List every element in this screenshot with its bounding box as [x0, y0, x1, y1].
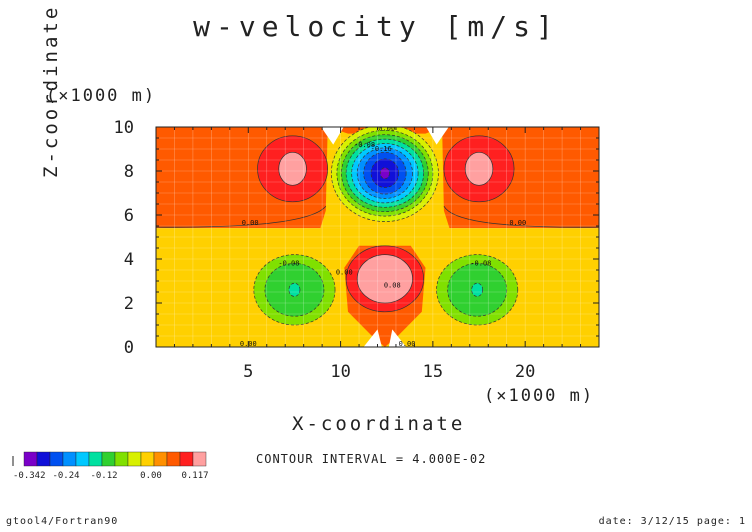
- colorbar-swatch: [179, 451, 194, 467]
- y-tick-label: 2: [124, 294, 134, 314]
- footer-program: gtool4/Fortran90: [6, 516, 119, 527]
- contour-label: -0.08: [354, 141, 375, 149]
- contour-label: -0.08: [278, 260, 299, 268]
- colorbar-swatch: [127, 451, 142, 467]
- y-tick-label: 10: [114, 118, 134, 138]
- notch-bottom-right: [388, 329, 407, 347]
- downdraft-core-level-8: [379, 167, 390, 180]
- y-tick-label: 4: [124, 250, 134, 270]
- colorbar-swatch: [101, 451, 116, 467]
- notch-top-right: [426, 127, 449, 145]
- grid: [156, 127, 599, 347]
- colorbar-tick-label: 0.00: [140, 471, 162, 481]
- x-axis-label: X-coordinate: [292, 413, 466, 435]
- colorbar-swatch: [49, 451, 64, 467]
- notch-bottom-left: [363, 329, 382, 347]
- notch-top-left: [321, 127, 344, 145]
- colorbar-swatch: [62, 451, 77, 467]
- contour-label: 0.00: [378, 124, 395, 132]
- zero-contour-right: [443, 205, 599, 228]
- colorbar-swatch: [23, 451, 38, 467]
- colorbar-tick-label: -0.24: [52, 471, 79, 481]
- colorbar-tick-label: -0.12: [90, 471, 117, 481]
- colorbar-swatch: [140, 451, 155, 467]
- lower-right-downdraft-level-2: [471, 282, 484, 297]
- upper-right-updraft-level-1: [464, 151, 494, 186]
- contour-label: 0.00: [336, 268, 353, 276]
- contour-label: -0.16: [371, 145, 392, 153]
- x-tick-label: 10: [330, 362, 350, 382]
- contour-label: 0.00: [399, 340, 416, 348]
- colorbar-swatch: [114, 451, 129, 467]
- updraft-core-level-1: [356, 254, 413, 304]
- contour-label: -0.08: [470, 260, 491, 268]
- contour-field: 0.00-0.08-0.160.000.00-0.080.080.000.00-…: [156, 124, 599, 348]
- colorbar-tick-label: 0.117: [181, 471, 208, 481]
- colorbar-swatch: [36, 451, 51, 467]
- contour-label: 0.00: [242, 219, 259, 227]
- colorbar-swatch: [153, 451, 168, 467]
- y-tick-label: 6: [124, 206, 134, 226]
- y-tick-label: 8: [124, 162, 134, 182]
- colorbar-swatch: [166, 451, 181, 467]
- y-tick-label: 0: [124, 338, 134, 358]
- y-unit-label: (×1000 m): [46, 86, 157, 106]
- x-tick-label: 15: [423, 362, 443, 382]
- zero-contour-left: [156, 205, 327, 228]
- colorbar-swatch: [192, 451, 207, 467]
- x-unit-label: (×1000 m): [484, 386, 595, 406]
- colorbar-tick-label: -0.342: [13, 471, 46, 481]
- contour-label: 0.08: [384, 282, 401, 290]
- contour-label: 0.00: [509, 219, 526, 227]
- colorbar-swatch: [75, 451, 90, 467]
- x-tick-label: 5: [243, 362, 253, 382]
- colorbar-swatch: [88, 451, 103, 467]
- lower-left-downdraft-level-2: [288, 282, 301, 297]
- upper-left-updraft-level-1: [278, 151, 307, 186]
- x-tick-label: 20: [515, 362, 535, 382]
- footer-date: date: 3/12/15 page: 1: [598, 516, 746, 527]
- chart-title: w-velocity [m/s]: [193, 10, 559, 43]
- contour-interval: CONTOUR INTERVAL = 4.000E-02: [256, 452, 487, 466]
